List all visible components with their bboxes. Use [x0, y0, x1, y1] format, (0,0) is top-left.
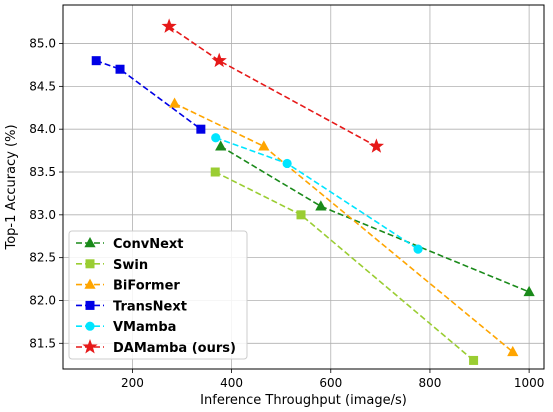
legend-label: Swin [113, 258, 148, 273]
series-biformer [168, 97, 519, 357]
x-tick-label: 800 [418, 376, 441, 390]
y-tick-label: 82.5 [29, 251, 56, 265]
y-tick-label: 83.5 [29, 165, 56, 179]
series-line [168, 25, 377, 148]
series-transnext [91, 56, 206, 134]
y-tick-label: 83.0 [29, 208, 56, 222]
plot-frame [62, 4, 545, 370]
data-point [258, 140, 270, 151]
y-axis-label: Top-1 Accuracy (%) [4, 124, 19, 250]
data-point [315, 200, 327, 211]
x-tick-label: 400 [220, 376, 243, 390]
legend-entry: DAMamba (ours) [76, 339, 236, 356]
data-point [282, 158, 292, 169]
legend-marker [85, 300, 95, 310]
legend: ConvNext Swin BiFormer TransNext VMamba DAMam… [68, 230, 248, 360]
y-tick-label: 82.0 [29, 293, 56, 307]
data-point [168, 97, 181, 108]
legend-entry: ConvNext [76, 237, 184, 252]
data-point [368, 138, 384, 153]
legend-marker [85, 321, 95, 331]
data-point [523, 285, 535, 297]
data-point [296, 210, 306, 220]
legend-entry: Swin [76, 258, 148, 273]
data-point [210, 167, 220, 177]
data-point [211, 52, 227, 68]
data-point [211, 133, 221, 143]
data-point [215, 140, 227, 151]
legend-entry: VMamba [76, 320, 176, 335]
legend-label: ConvNext [113, 237, 184, 252]
series-damamba-ours [161, 18, 384, 153]
data-point [413, 244, 423, 254]
legend-label: BiFormer [113, 279, 180, 294]
legend-entry: TransNext [76, 299, 187, 314]
series-line [214, 171, 475, 362]
legend-box [68, 230, 248, 360]
data-point [91, 56, 101, 66]
y-tick-label: 85.0 [29, 37, 56, 51]
legend-marker [84, 237, 96, 248]
series-swin [210, 167, 479, 365]
y-tick-label: 84.0 [29, 122, 56, 136]
x-axis-label: Inference Throughput (image/s) [200, 393, 407, 408]
data-point [469, 355, 479, 365]
legend-marker [84, 278, 96, 289]
series-line [95, 59, 202, 130]
series-convnext [215, 140, 535, 297]
y-tick-label: 84.5 [29, 79, 56, 93]
legend-entry: BiFormer [76, 278, 180, 294]
x-tick-label: 1000 [514, 376, 545, 390]
legend-label: VMamba [113, 320, 176, 335]
legend-label: TransNext [113, 299, 187, 314]
data-point [507, 345, 519, 357]
x-tick-label: 600 [319, 376, 342, 390]
data-point [196, 124, 206, 134]
series-layer [91, 18, 535, 365]
x-tick-label: 200 [121, 376, 144, 390]
ticks: 200 400 600 800 1000 81.5 82.0 82.5 83.0 83.5 84.0… [29, 37, 544, 390]
series-line [220, 145, 530, 293]
y-tick-label: 81.5 [29, 336, 56, 350]
legend-marker [85, 259, 95, 269]
data-point [161, 18, 177, 33]
legend-marker [82, 339, 98, 354]
legend-label: DAMamba (ours) [113, 341, 236, 356]
series-vmamba [211, 133, 423, 254]
data-point [115, 64, 125, 74]
